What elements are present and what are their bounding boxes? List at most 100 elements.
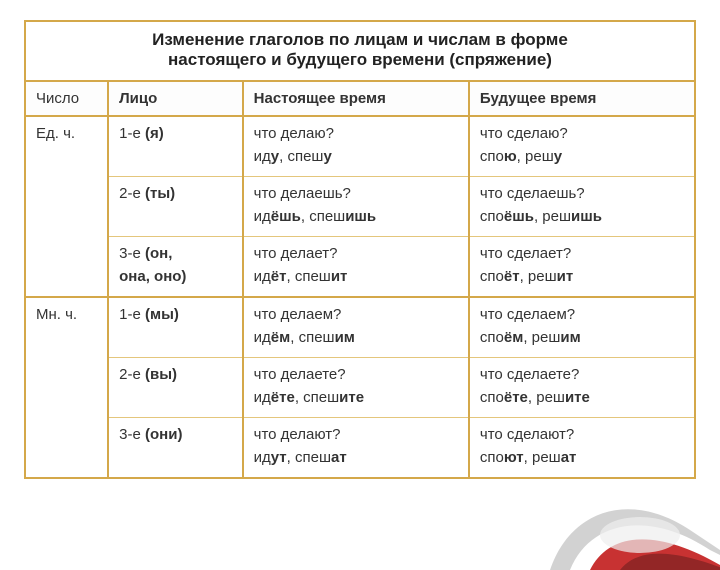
title-line-2: настоящего и будущего времени (спряжение…	[168, 50, 552, 69]
ending: ут	[271, 449, 287, 466]
table-row: Мн. ч. 1-е (мы) что делаем? идём, спешим…	[25, 297, 695, 358]
stem: ид	[254, 268, 271, 285]
number-singular: Ед. ч.	[25, 116, 108, 297]
col-present: Настоящее время	[243, 81, 469, 116]
stem: спеш	[303, 389, 339, 406]
title-line-1: Изменение глаголов по лицам и числам в ф…	[152, 30, 568, 49]
ending: ёте	[271, 389, 295, 406]
future-cell: что сделаем? споём, решим	[469, 297, 695, 358]
face-pron: (я)	[145, 125, 164, 142]
stem: ид	[254, 208, 271, 225]
ending: ишь	[571, 208, 602, 225]
stem: ид	[254, 148, 271, 165]
stem: ид	[254, 329, 271, 346]
face-cell: 1-е (мы)	[108, 297, 243, 358]
question: что сделаете?	[480, 366, 579, 383]
present-cell: что делаешь? идёшь, спешишь	[243, 177, 469, 237]
stem: реш	[525, 148, 554, 165]
question: что делаете?	[254, 366, 346, 383]
table-row: 3-е (он, она, оно) что делает? идёт, спе…	[25, 237, 695, 298]
ending: им	[335, 329, 355, 346]
col-future: Будущее время	[469, 81, 695, 116]
future-cell: что сделаете? споёте, решите	[469, 358, 695, 418]
face-pron: (он,	[145, 245, 172, 262]
stem: ид	[254, 449, 271, 466]
ending: им	[560, 329, 580, 346]
future-cell: что сделаю? спою, решу	[469, 116, 695, 177]
question: что сделаешь?	[480, 185, 585, 202]
ending: ишь	[345, 208, 376, 225]
stem: спо	[480, 268, 504, 285]
question: что делаешь?	[254, 185, 351, 202]
question: что сделаю?	[480, 125, 568, 142]
sep: ,	[290, 329, 298, 346]
present-cell: что делаю? иду, спешу	[243, 116, 469, 177]
face-num: 1-е	[119, 306, 145, 323]
sep: ,	[287, 449, 295, 466]
face-cell: 1-е (я)	[108, 116, 243, 177]
col-face: Лицо	[108, 81, 243, 116]
ending: ёте	[504, 389, 528, 406]
header-row: Число Лицо Настоящее время Будущее время	[25, 81, 695, 116]
ending: у	[554, 148, 562, 165]
question: что делаю?	[254, 125, 334, 142]
col-number: Число	[25, 81, 108, 116]
ending: ат	[331, 449, 347, 466]
table-row: 3-е (они) что делают? идут, спешат что с…	[25, 418, 695, 479]
future-cell: что сделаешь? споёшь, решишь	[469, 177, 695, 237]
face-num: 1-е	[119, 125, 145, 142]
stem: спеш	[295, 449, 331, 466]
face-cell: 2-е (вы)	[108, 358, 243, 418]
face-pron: (ты)	[145, 185, 175, 202]
stem: реш	[542, 208, 571, 225]
sep: ,	[524, 449, 532, 466]
ending: ют	[504, 449, 524, 466]
stem: спеш	[309, 208, 345, 225]
face-num: 3-е	[119, 426, 145, 443]
stem: спо	[480, 208, 504, 225]
face-pron: (вы)	[145, 366, 177, 383]
ending: ат	[561, 449, 577, 466]
ending: ёт	[271, 268, 287, 285]
question: что делаем?	[254, 306, 342, 323]
ending: ём	[504, 329, 523, 346]
stem: реш	[536, 389, 565, 406]
ending: ю	[504, 148, 517, 165]
table-row: 2-е (вы) что делаете? идёте, спешите что…	[25, 358, 695, 418]
future-cell: что сделает? споёт, решит	[469, 237, 695, 298]
ending: ёт	[504, 268, 520, 285]
stem: спо	[480, 148, 504, 165]
question: что сделает?	[480, 245, 571, 262]
stem: спеш	[295, 268, 331, 285]
sep: ,	[517, 148, 525, 165]
ending: ём	[271, 329, 290, 346]
face-pron: (мы)	[145, 306, 179, 323]
stem: спо	[480, 449, 504, 466]
ending: у	[323, 148, 331, 165]
ending: ит	[557, 268, 574, 285]
sep: ,	[520, 268, 528, 285]
sep: ,	[301, 208, 309, 225]
stem: спо	[480, 389, 504, 406]
face-cell: 3-е (он, она, оно)	[108, 237, 243, 298]
table-title: Изменение глаголов по лицам и числам в ф…	[24, 20, 696, 80]
face-pron: (они)	[145, 426, 182, 443]
future-cell: что сделают? споют, решат	[469, 418, 695, 479]
face-num: 2-е	[119, 185, 145, 202]
present-cell: что делаем? идём, спешим	[243, 297, 469, 358]
ending: ите	[339, 389, 364, 406]
stem: спеш	[299, 329, 335, 346]
present-cell: что делает? идёт, спешит	[243, 237, 469, 298]
sep: ,	[295, 389, 303, 406]
stem: ид	[254, 389, 271, 406]
face-cell: 2-е (ты)	[108, 177, 243, 237]
number-plural: Мн. ч.	[25, 297, 108, 478]
question: что делает?	[254, 245, 338, 262]
ending: ёшь	[504, 208, 534, 225]
sep: ,	[528, 389, 536, 406]
face-pron: она, оно)	[119, 268, 186, 285]
face-num: 3-е	[119, 245, 145, 262]
present-cell: что делаете? идёте, спешите	[243, 358, 469, 418]
ending: у	[271, 148, 279, 165]
face-num: 2-е	[119, 366, 145, 383]
